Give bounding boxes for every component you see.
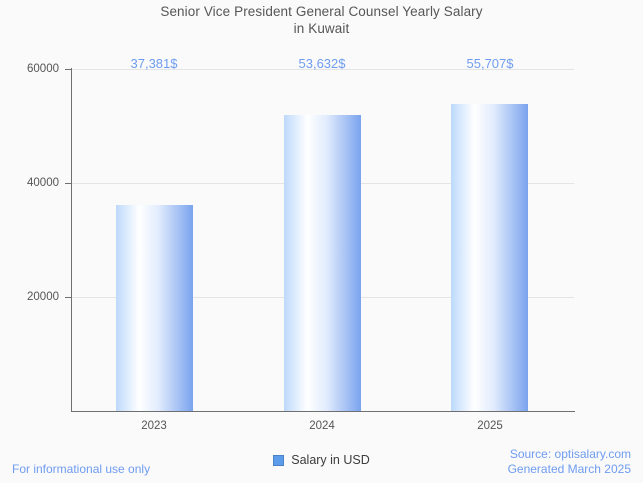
y-axis-tick-label-20000: 20000 xyxy=(27,291,59,303)
chart-title: Senior Vice President General Counsel Ye… xyxy=(0,3,643,37)
value-label-2025: 55,707$ xyxy=(466,56,514,71)
generated-date-line: Generated March 2025 xyxy=(507,462,631,476)
y-axis-tick-label-60000: 60000 xyxy=(27,63,59,75)
gridline-60000 xyxy=(71,69,574,70)
legend-swatch-icon xyxy=(273,454,285,466)
source-line: Source: optisalary.com xyxy=(509,447,631,461)
chart-title-line-1: Senior Vice President General Counsel Ye… xyxy=(160,4,483,19)
y-axis-line xyxy=(71,68,72,412)
bar-2023[interactable] xyxy=(116,205,193,411)
y-axis-tick-label-40000: 40000 xyxy=(27,177,59,189)
bar-2025[interactable] xyxy=(451,104,528,411)
legend-item-salary-in-usd[interactable]: Salary in USD xyxy=(273,453,370,467)
value-label-2024: 53,632$ xyxy=(298,56,346,71)
x-axis-line xyxy=(71,411,575,412)
plot-area xyxy=(71,69,574,411)
legend-item-label: Salary in USD xyxy=(291,453,370,467)
chart-legend: Salary in USD xyxy=(0,453,643,467)
source-attribution: Source: optisalary.com Generated March 2… xyxy=(508,447,631,477)
y-axis-tick-mark-60000 xyxy=(65,69,71,70)
y-axis-tick-mark-20000 xyxy=(65,297,71,298)
chart-title-line-2: in Kuwait xyxy=(293,21,350,36)
x-axis-label-2024: 2024 xyxy=(309,420,335,432)
x-axis-label-2023: 2023 xyxy=(141,420,167,432)
bar-2024[interactable] xyxy=(284,115,361,411)
x-axis-label-2025: 2025 xyxy=(477,420,503,432)
value-label-2023: 37,381$ xyxy=(130,56,178,71)
y-axis-tick-mark-40000 xyxy=(65,183,71,184)
disclaimer-text: For informational use only xyxy=(12,462,151,476)
